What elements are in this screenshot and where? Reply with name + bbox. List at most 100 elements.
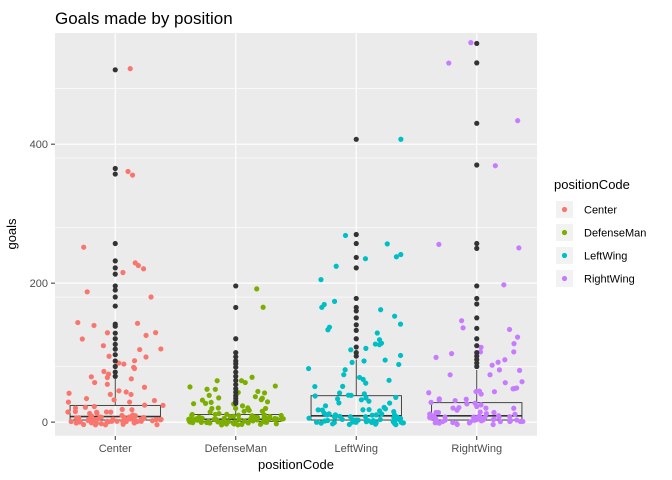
data-point-leftwing [372,341,378,347]
data-point-leftwing [378,307,384,313]
data-point-leftwing [331,298,338,304]
outlier-point [474,245,480,251]
data-point-center [129,172,136,178]
data-point-center [125,168,131,175]
outlier-point [112,271,118,277]
legend-swatch-rightwing [561,275,568,282]
x-axis-ticks: Center DefenseMan LeftWing RightWing [99,436,502,455]
plot-panel [55,33,537,436]
outlier-point [474,301,480,307]
data-point-rightwing [514,334,521,340]
data-point-defenseman [239,403,246,409]
data-point-defenseman [202,400,209,406]
data-point-leftwing [322,403,329,409]
outlier-point [112,369,118,375]
data-point-leftwing [318,420,324,426]
outlier-point [474,325,480,331]
data-point-leftwing [325,327,331,333]
outlier-point [112,67,118,73]
data-point-center [151,397,158,404]
outlier-point [112,258,118,264]
data-point-leftwing [321,301,327,308]
data-point-leftwing [348,347,354,353]
data-point-rightwing [466,420,472,426]
data-point-center [84,289,90,295]
data-point-leftwing [312,393,318,399]
data-point-center [121,361,127,367]
outlier-point [353,344,359,350]
outlier-point [112,294,118,300]
data-point-rightwing [447,372,453,378]
data-point-rightwing [454,407,460,413]
data-point-center [92,379,98,386]
data-point-rightwing [433,409,439,416]
outlier-point [112,303,118,309]
data-point-leftwing [340,383,346,389]
data-point-center [143,332,149,338]
outlier-point [112,346,118,352]
outlier-point [353,353,359,359]
data-point-center [68,418,74,425]
data-point-leftwing [377,416,383,423]
data-point-center [111,397,117,403]
data-point-leftwing [393,394,399,400]
data-point-rightwing [448,351,455,357]
data-point-rightwing [520,418,526,425]
data-point-rightwing [478,344,484,350]
data-point-defenseman [252,394,258,400]
data-point-rightwing [473,388,479,395]
outlier-point [353,265,359,271]
y-axis-title: goals [4,218,19,250]
data-point-leftwing [379,411,385,417]
outlier-point [112,341,118,347]
data-point-rightwing [478,418,485,424]
data-point-defenseman [236,416,242,422]
jitter-points [65,40,526,428]
data-point-rightwing [489,362,495,368]
data-point-center [101,368,107,375]
data-point-rightwing [495,359,501,365]
outlier-point [353,322,359,328]
data-point-leftwing [387,400,393,406]
x-tick-label-defenseman: DefenseMan [205,443,267,455]
data-point-rightwing [478,402,484,408]
data-point-defenseman [258,397,264,403]
data-point-defenseman [214,378,220,384]
data-point-center [104,418,110,424]
data-point-rightwing [501,282,507,288]
data-point-center [100,343,106,349]
outlier-point [233,354,239,360]
data-point-center [140,266,147,272]
data-point-leftwing [362,414,369,420]
outlier-point [112,363,118,370]
outlier-point [233,400,239,406]
data-point-leftwing [355,417,361,423]
data-point-center [128,391,134,398]
data-point-leftwing [363,345,369,351]
data-point-defenseman [190,401,197,407]
data-point-rightwing [432,415,439,422]
x-tick-label-leftwing: LeftWing [335,443,378,455]
data-point-defenseman [262,419,268,425]
outlier-point [474,120,480,126]
data-point-center [86,416,92,422]
data-point-rightwing [490,421,496,428]
data-point-leftwing [312,383,318,390]
data-point-leftwing [381,404,387,410]
data-point-leftwing [315,407,321,413]
data-point-rightwing [436,241,442,247]
data-point-center [81,244,87,250]
data-point-rightwing [477,409,483,415]
outlier-point [112,240,118,247]
outlier-point [233,336,239,342]
outlier-point [233,381,239,388]
data-point-leftwing [360,407,366,413]
outlier-point [353,231,359,238]
data-point-defenseman [215,405,221,411]
data-point-defenseman [261,390,268,396]
outlier-point [112,358,118,364]
data-point-defenseman [280,416,286,422]
outlier-point [474,240,480,247]
data-point-center [76,415,82,421]
outlier-point [353,295,359,302]
